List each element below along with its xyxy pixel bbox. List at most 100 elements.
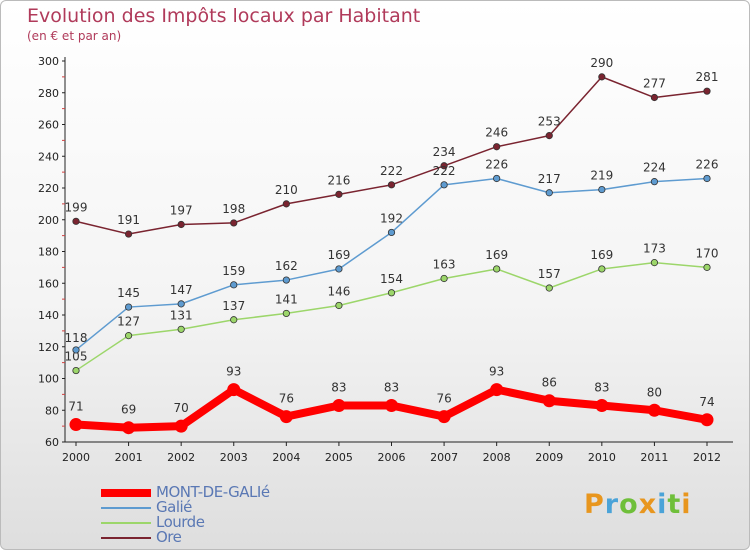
data-point	[598, 185, 606, 194]
y-tick-label: 100	[38, 373, 59, 386]
data-label: 192	[380, 211, 403, 225]
data-point	[122, 421, 136, 435]
data-label: 169	[327, 248, 350, 262]
x-tick-label: 2012	[693, 451, 721, 464]
data-point	[72, 346, 80, 354]
legend-label: Ore	[156, 528, 182, 546]
data-point	[545, 132, 553, 140]
y-tick-label: 60	[45, 436, 59, 449]
x-tick-label: 2011	[640, 451, 668, 464]
data-label: 290	[590, 56, 613, 70]
legend-swatch	[101, 507, 151, 509]
data-point	[282, 276, 290, 284]
data-point	[387, 228, 396, 237]
data-label: 170	[696, 246, 719, 260]
data-label: 163	[433, 257, 456, 271]
data-point	[440, 274, 448, 283]
data-label: 69	[121, 403, 136, 417]
data-point	[440, 181, 448, 189]
data-label: 146	[327, 284, 350, 298]
data-point	[282, 309, 290, 318]
data-point	[493, 265, 501, 273]
data-point	[598, 73, 606, 81]
chart-title: Evolution des Impôts locaux par Habitant	[27, 5, 421, 27]
data-point	[703, 263, 711, 271]
data-label: 216	[327, 173, 350, 187]
data-label: 83	[331, 380, 346, 394]
data-label: 141	[275, 292, 298, 306]
data-point	[124, 230, 133, 238]
logo-letter: o	[619, 489, 639, 520]
data-label: 70	[174, 401, 189, 415]
data-label: 224	[643, 161, 666, 175]
data-point	[490, 383, 504, 397]
data-label: 83	[594, 380, 609, 394]
y-tick-label: 200	[38, 214, 59, 227]
x-tick-label: 2005	[325, 451, 353, 464]
x-tick-label: 2003	[220, 451, 248, 464]
data-point	[545, 189, 553, 197]
y-tick-label: 220	[38, 182, 59, 195]
data-label: 222	[380, 164, 403, 178]
data-point	[440, 162, 448, 170]
data-point	[437, 410, 451, 424]
data-point	[387, 289, 396, 297]
data-point	[230, 281, 238, 289]
x-tick-label: 2006	[378, 451, 406, 464]
data-point	[542, 394, 556, 408]
y-tick-label: 280	[38, 87, 59, 100]
proxiti-logo: Proxiti	[584, 489, 692, 520]
x-tick-label: 2000	[62, 451, 90, 464]
data-label: 199	[65, 200, 88, 214]
data-point	[230, 316, 238, 324]
legend-swatch	[101, 489, 151, 497]
data-label: 210	[275, 183, 298, 197]
data-label: 169	[485, 248, 508, 262]
data-label: 118	[65, 331, 88, 345]
data-label: 281	[696, 70, 719, 84]
y-tick-label: 300	[38, 55, 59, 68]
data-point	[335, 301, 343, 310]
data-point	[598, 265, 606, 273]
data-point	[650, 259, 659, 267]
data-label: 145	[117, 286, 140, 300]
legend-label: MONT-DE-GALIé	[156, 483, 270, 501]
data-point	[72, 366, 80, 375]
y-tick-label: 180	[38, 246, 59, 259]
data-label: 127	[117, 315, 140, 329]
data-point	[177, 325, 185, 333]
data-label: 154	[380, 272, 403, 286]
y-tick-label: 120	[38, 341, 59, 354]
logo-letter: r	[604, 489, 620, 520]
data-point	[387, 181, 396, 189]
y-tick-label: 160	[38, 277, 59, 290]
data-label: 159	[222, 264, 245, 278]
y-tick-label: 260	[38, 119, 59, 132]
data-label: 234	[433, 145, 456, 159]
data-point	[493, 174, 501, 183]
data-label: 137	[222, 299, 245, 313]
x-tick-label: 2009	[535, 451, 563, 464]
chart-subtitle: (en € et par an)	[27, 29, 122, 43]
data-label: 253	[538, 115, 561, 129]
legend-swatch	[101, 537, 151, 539]
data-label: 162	[275, 259, 298, 273]
data-label: 86	[542, 376, 557, 390]
data-point	[385, 398, 398, 412]
data-point	[177, 300, 185, 308]
logo-letter: P	[584, 489, 605, 520]
data-label: 157	[538, 267, 561, 281]
data-label: 226	[485, 157, 508, 171]
data-point	[493, 143, 501, 151]
data-label: 246	[485, 126, 508, 140]
data-label: 83	[384, 380, 399, 394]
data-label: 217	[538, 172, 561, 186]
data-label: 93	[226, 365, 241, 379]
y-tick-label: 140	[38, 309, 59, 322]
data-label: 76	[279, 392, 294, 406]
x-tick-label: 2010	[588, 451, 616, 464]
data-label: 173	[643, 242, 666, 256]
data-point	[332, 398, 346, 412]
data-label: 71	[68, 400, 83, 414]
